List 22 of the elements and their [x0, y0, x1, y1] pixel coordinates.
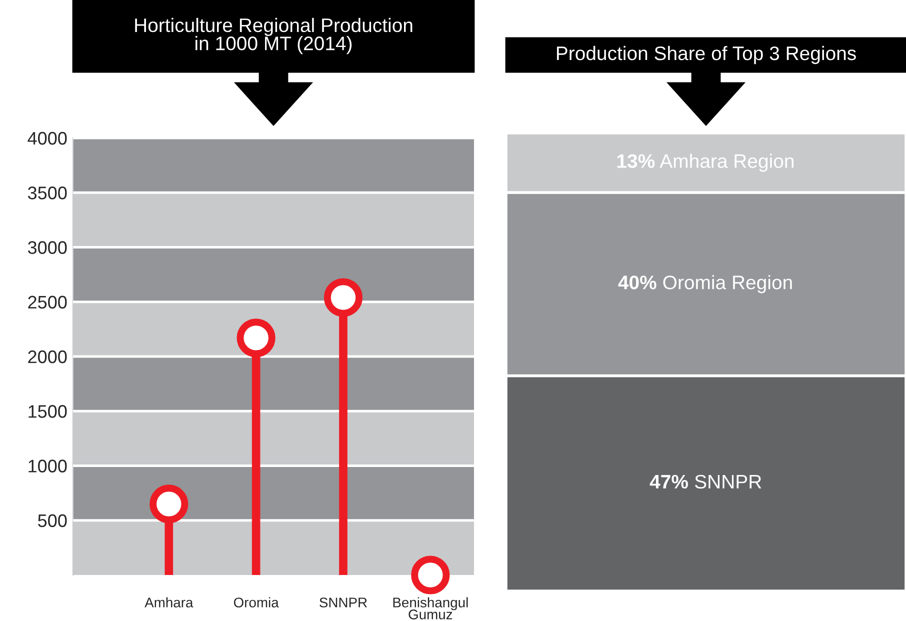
y-tick-label: 2000: [28, 350, 67, 364]
series-label: SNNPR: [694, 474, 762, 489]
point: [150, 484, 188, 524]
y-tick-label: 3000: [28, 241, 67, 254]
chart-title: Horticulture Regional Production in 1000 MT (2014): [135, 18, 412, 54]
point: [411, 556, 450, 594]
y-tick-label: 3500: [28, 186, 67, 200]
x-tick-label: Oromia: [234, 597, 279, 608]
x-tick-label: Benishangul Gumuz: [393, 597, 468, 620]
y-tick-label: 500: [38, 514, 67, 528]
data-label: 47%: [650, 474, 688, 489]
y-tick-label: 1500: [28, 405, 67, 418]
y-tick-label: 1000: [28, 460, 67, 472]
x-tick-label: Amhara: [144, 597, 194, 608]
chart-title: Production Share of Top 3 Regions: [556, 46, 856, 64]
y-tick-label: 2500: [28, 296, 67, 309]
y-tick-label: 4000: [28, 132, 67, 145]
x-tick-label: SNNPR: [320, 598, 367, 608]
series-label: Oromia Region: [663, 275, 792, 294]
point: [236, 318, 276, 358]
point: [324, 278, 363, 317]
data-label: 40%: [618, 276, 656, 290]
